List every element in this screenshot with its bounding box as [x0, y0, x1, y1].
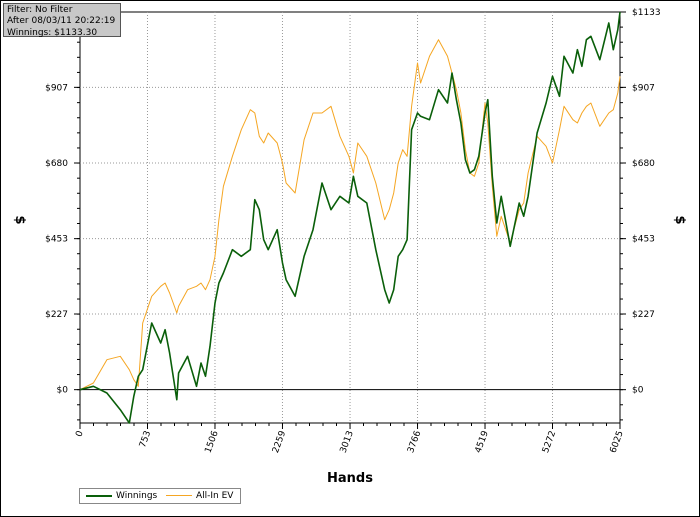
legend-label-allin-ev: All-In EV — [196, 491, 234, 501]
y-tick-label-right: $907 — [632, 83, 655, 93]
info-box: Filter: No Filter After 08/03/11 20:22:1… — [3, 3, 121, 38]
winnings-total-label: Winnings: $1133.30 — [7, 27, 98, 38]
x-tick-label: 4519 — [474, 429, 491, 454]
y-tick-label-left: $907 — [45, 83, 68, 93]
y-tick-label-right: $453 — [632, 235, 655, 245]
series-lines — [79, 11, 621, 424]
after-date-label: After 08/03/11 20:22:19 — [7, 16, 116, 27]
y-tick-label-left: $680 — [45, 159, 68, 169]
x-tick-label: 2259 — [271, 429, 288, 454]
y-axis-title-left: $ — [12, 215, 27, 224]
y-tick-label-right: $227 — [632, 310, 655, 320]
y-tick-label-right: $1133 — [632, 8, 661, 18]
grid — [80, 12, 620, 423]
legend-item-winnings: Winnings — [86, 491, 157, 501]
x-tick-label: 6025 — [609, 430, 626, 455]
legend: Winnings All-In EV — [79, 488, 241, 504]
x-tick-label: 3013 — [339, 430, 356, 455]
y-axis-title-right: $ — [672, 215, 687, 224]
y-tick-label-left: $453 — [45, 235, 68, 245]
legend-swatch-winnings — [86, 494, 112, 497]
x-tick-label: 5272 — [541, 430, 558, 455]
x-tick-label: 3766 — [406, 429, 423, 454]
legend-swatch-allin-ev — [166, 495, 192, 496]
series-line-winnings — [79, 11, 621, 424]
legend-label-winnings: Winnings — [116, 491, 158, 501]
filter-label: Filter: No Filter — [7, 5, 73, 15]
plot-area — [79, 11, 621, 424]
x-tick-label: 753 — [138, 430, 153, 450]
y-tick-label-left: $227 — [45, 310, 68, 320]
x-tick-label: 0 — [74, 429, 85, 438]
y-tick-label-left: $0 — [57, 386, 69, 396]
legend-item-allin-ev: All-In EV — [166, 491, 233, 501]
x-tick-label: 1506 — [204, 429, 221, 454]
x-axis-title: Hands — [327, 471, 373, 486]
y-tick-label-right: $680 — [632, 159, 655, 169]
y-tick-label-right: $0 — [632, 386, 644, 396]
